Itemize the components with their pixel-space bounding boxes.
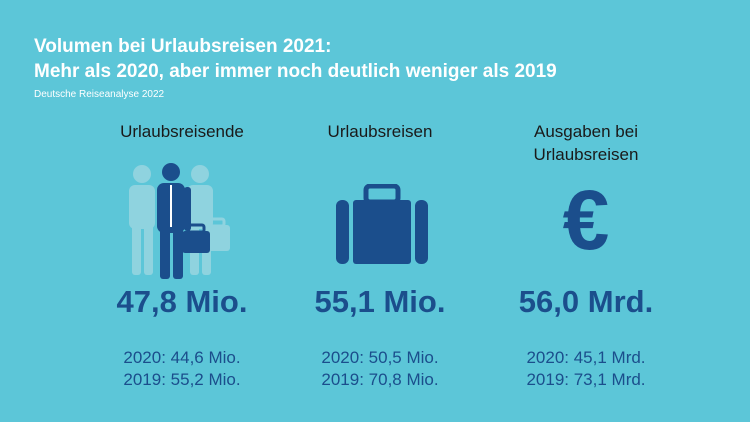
stat-label-line-1: Ausgaben bei	[534, 122, 638, 141]
stat-2020: 2020: 44,6 Mio.	[123, 348, 241, 367]
stat-value: 47,8 Mio.	[116, 284, 248, 319]
stat-2020: 2020: 45,1 Mrd.	[526, 348, 646, 367]
euro-icon: €	[562, 173, 610, 267]
source-note: Deutsche Reiseanalyse 2022	[34, 89, 165, 100]
travelers-icon	[129, 163, 230, 279]
suitcase-icon	[336, 184, 428, 264]
stat-label: Urlaubsreisen	[327, 122, 433, 141]
stat-value: 56,0 Mrd.	[518, 284, 654, 319]
page-title: Volumen bei Urlaubsreisen 2021: Mehr als…	[34, 34, 557, 84]
stat-label: Urlaubsreisende	[120, 122, 244, 141]
stat-2019: 2019: 70,8 Mio.	[321, 370, 439, 389]
stat-value: 55,1 Mio.	[314, 284, 446, 319]
stat-2020: 2020: 50,5 Mio.	[321, 348, 439, 367]
title-line-1: Volumen bei Urlaubsreisen 2021:	[34, 36, 332, 57]
stat-label-line-2: Urlaubsreisen	[533, 145, 639, 164]
stat-2019: 2019: 55,2 Mio.	[123, 370, 241, 389]
stat-2019: 2019: 73,1 Mrd.	[526, 370, 646, 389]
title-line-2: Mehr als 2020, aber immer noch deutlich …	[34, 61, 557, 82]
